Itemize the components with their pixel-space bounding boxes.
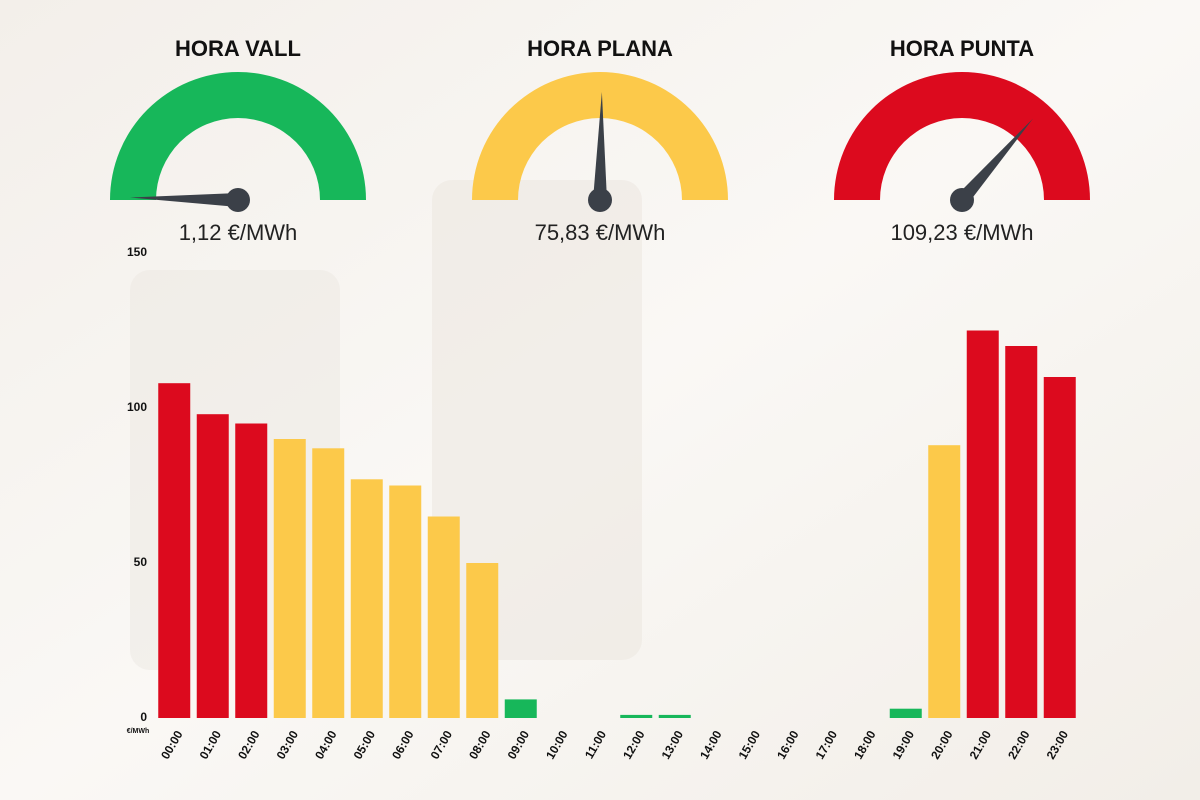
coin-stack-decoration [432,180,642,660]
bar [966,330,999,718]
gauge-needle [593,92,607,201]
bar [928,445,961,718]
bar [466,563,499,718]
y-tick-label: 50 [134,555,148,569]
bar [504,699,537,718]
gauge-title: HORA PUNTA [890,36,1034,61]
bar [658,714,691,718]
bar [235,423,268,718]
gauge-needle [956,118,1033,205]
bar [158,383,191,718]
gauge-value: 75,83 €/MWh [535,220,666,245]
y-tick-label: 0 [140,710,147,724]
bar [350,479,383,718]
gauge-hub [588,188,612,212]
gauge-title: HORA VALL [175,36,301,61]
bar [620,714,653,718]
gauge-value: 1,12 €/MWh [179,220,298,245]
bar [889,708,922,718]
gauge-title: HORA PLANA [527,36,673,61]
bar [196,414,229,718]
bar [1005,346,1038,718]
gauge-hub [226,188,250,212]
gauge-arc [834,72,1090,200]
gauge-value: 109,23 €/MWh [890,220,1033,245]
y-tick-label: 150 [127,245,147,259]
bar [312,448,345,718]
gauge-hub [950,188,974,212]
y-axis-label: €/MWh [127,728,150,735]
y-tick-label: 100 [127,400,147,414]
bar [1043,377,1076,718]
bar [273,439,306,718]
bar [427,516,460,718]
gauge-arc [110,72,366,200]
bar [389,485,422,718]
gauge-needle [130,193,239,207]
gauge-arc [472,72,728,200]
